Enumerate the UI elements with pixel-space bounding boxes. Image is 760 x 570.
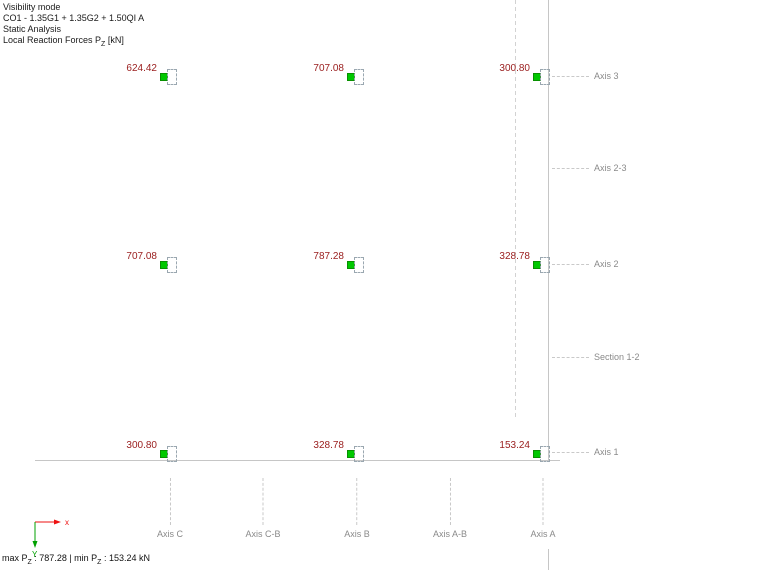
axis-leader-line xyxy=(262,478,264,525)
result-extremes-statusbar: max PZ : 787.28 | min PZ : 153.24 kN xyxy=(2,553,150,566)
load-combination-label: CO1 - 1.35G1 + 1.35G2 + 1.50QI A xyxy=(3,13,145,23)
support-symbol-box xyxy=(167,69,177,85)
axis-label: Axis A-B xyxy=(432,529,468,539)
axis-label: Axis 2-3 xyxy=(594,162,627,173)
support-symbol-box xyxy=(354,257,364,273)
status-subscript: Z xyxy=(97,558,102,566)
support-symbol-box xyxy=(540,69,550,85)
axis-leader-line xyxy=(542,478,544,525)
reaction-value: 624.42 xyxy=(126,63,157,74)
y-axis-arrow-head xyxy=(32,541,38,548)
axis-leader-line xyxy=(552,263,589,265)
col-axis: Axis C xyxy=(157,478,183,539)
axis-leader-line xyxy=(552,75,589,77)
x-axis-label: x xyxy=(65,518,69,527)
y-axis-label: Y xyxy=(32,550,38,558)
status-text: : 787.28 | min P xyxy=(31,553,98,563)
axis-label: Axis 3 xyxy=(594,70,619,81)
result-type-suffix: [kN] xyxy=(105,35,124,45)
axis-label: Axis 1 xyxy=(594,446,619,457)
col-axis: Axis C-B xyxy=(245,478,281,539)
reaction-value: 153.24 xyxy=(499,440,530,451)
status-text: max P xyxy=(2,553,28,563)
axis-label: Axis 2 xyxy=(594,258,619,269)
axis-leader-line xyxy=(356,478,358,525)
view-mode-label: Visibility mode xyxy=(3,2,61,12)
axis-leader-line xyxy=(552,167,589,169)
result-type-prefix: Local Reaction Forces P xyxy=(3,35,102,45)
support-symbol-box xyxy=(354,446,364,462)
support-symbol-box xyxy=(167,257,177,273)
axis-leader-line xyxy=(552,451,589,453)
support-symbol-box xyxy=(354,69,364,85)
reaction-value: 328.78 xyxy=(313,440,344,451)
result-type-subscript: Z xyxy=(101,40,106,48)
reaction-value: 300.80 xyxy=(499,63,530,74)
origin-axes-icon: x Y xyxy=(32,518,69,558)
reaction-value: 328.78 xyxy=(499,251,530,262)
reaction-value: 707.08 xyxy=(313,63,344,74)
axis-label: Axis C xyxy=(156,529,184,539)
x-axis-arrow-head xyxy=(54,519,61,525)
axis-label: Axis A xyxy=(530,529,556,539)
view-info: Visibility mode CO1 - 1.35G1 + 1.35G2 + … xyxy=(3,2,144,50)
axis-label: Section 1-2 xyxy=(594,351,640,362)
status-text: : 153.24 kN xyxy=(101,553,150,563)
col-axis: Axis A xyxy=(530,478,556,539)
reaction-value: 707.08 xyxy=(126,251,157,262)
status-subscript: Z xyxy=(27,558,32,566)
reaction-value: 300.80 xyxy=(126,440,157,451)
reaction-value: 787.28 xyxy=(313,251,344,262)
analysis-type-label: Static Analysis xyxy=(3,24,62,34)
col-axis: Axis A-B xyxy=(433,478,467,539)
axis-leader-line xyxy=(552,356,589,358)
support-symbol-box xyxy=(540,446,550,462)
result-type-label: Local Reaction Forces PZ [kN] xyxy=(3,35,144,50)
axis-leader-line xyxy=(169,478,171,525)
axis-label: Axis C-B xyxy=(245,529,281,539)
axis-leader-line xyxy=(449,478,451,525)
support-symbol-box xyxy=(540,257,550,273)
support-symbol-box xyxy=(167,446,177,462)
coordinate-origin: x Y xyxy=(28,514,84,558)
col-axis: Axis B xyxy=(344,478,370,539)
axis-label: Axis B xyxy=(344,529,370,539)
